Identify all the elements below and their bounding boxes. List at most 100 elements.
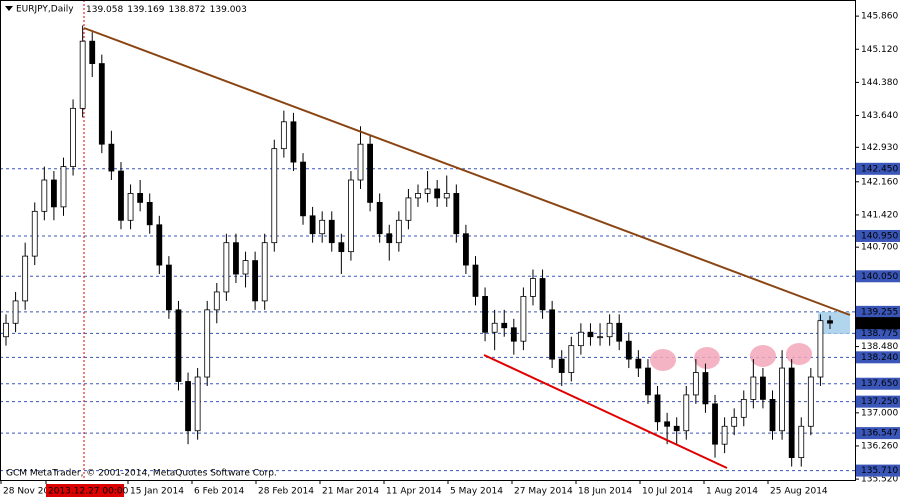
- y-tick-label: 140.700: [861, 243, 898, 253]
- y-tick-label: 145.860: [861, 12, 898, 22]
- candle-body: [769, 399, 776, 432]
- level-label-box: [856, 305, 900, 318]
- candle-body: [434, 188, 441, 199]
- x-tick-label: 28 Nov 20: [3, 487, 49, 497]
- candle-body: [625, 340, 632, 360]
- candle-body: [405, 197, 412, 221]
- candle-body: [204, 309, 211, 378]
- ellipse: [786, 343, 812, 365]
- x-tick-label: 21 Mar 2014: [322, 487, 379, 497]
- candle-body: [165, 264, 172, 311]
- candle-body: [395, 219, 402, 244]
- candle-body: [510, 327, 517, 342]
- copyright: GCM MetaTrader, © 2001-2014, MetaQuotes …: [6, 469, 277, 479]
- candle-body: [692, 372, 699, 396]
- candle-body: [558, 358, 565, 373]
- candle-body: [386, 233, 393, 244]
- candle-body: [242, 260, 249, 275]
- candle-body: [702, 372, 709, 405]
- candle-body: [482, 296, 488, 333]
- candle-body: [309, 215, 316, 235]
- level-label-box: [856, 351, 900, 364]
- highlight-ellipses: [650, 343, 812, 371]
- candle-body: [146, 201, 153, 226]
- ellipse: [650, 349, 676, 371]
- candle-body: [539, 278, 546, 311]
- y-tick-label: 145.120: [861, 45, 898, 55]
- candle-body: [616, 322, 623, 342]
- level-label-box: [856, 270, 900, 283]
- candle-body: [779, 367, 785, 432]
- candle-body: [137, 193, 144, 203]
- candle-body: [70, 107, 76, 167]
- candle-body: [175, 309, 182, 382]
- y-tick-label: 138.480: [861, 342, 898, 352]
- candle-body: [549, 309, 556, 360]
- x-tick-label: 1 Aug 2014: [706, 487, 758, 497]
- x-tick-label: 10 Jul 2014: [642, 487, 693, 497]
- candle-body: [194, 376, 201, 432]
- candle-body: [798, 425, 805, 459]
- level-label-box: [856, 327, 900, 340]
- candle-body: [3, 322, 9, 338]
- candle-body: [788, 367, 795, 459]
- levels: [0, 168, 855, 472]
- level-label: 137.250: [861, 397, 898, 407]
- level-label-box: [856, 229, 900, 242]
- x-tick-label: 5 May 2014: [450, 487, 503, 497]
- candles: [3, 25, 833, 467]
- candle-body: [300, 161, 306, 217]
- candle-body: [89, 40, 96, 64]
- candle-body: [453, 193, 460, 235]
- candle-body: [712, 403, 718, 445]
- candle-body: [597, 336, 603, 339]
- candle-body: [338, 242, 345, 253]
- x-tick-label: 25 Aug 2014: [770, 487, 828, 497]
- y-tick-label: 136.260: [861, 441, 898, 451]
- candle-body: [98, 63, 105, 145]
- candle-body: [31, 210, 38, 257]
- x-tick-label: 18 Jun 2014: [578, 487, 632, 497]
- low: 138.872: [168, 5, 205, 15]
- high: 139.169: [127, 5, 164, 15]
- y-tick-label: 141.420: [861, 210, 898, 220]
- candle-body: [271, 148, 278, 244]
- x-tick-label: 2013.12.27 00:00: [48, 487, 129, 497]
- candle-body: [520, 296, 527, 342]
- x-tick-label: 28 Feb 2014: [258, 487, 314, 497]
- price-box: [856, 317, 900, 330]
- level-label-box: [856, 377, 900, 390]
- candle-body: [635, 358, 642, 369]
- candle-body: [664, 421, 671, 427]
- level-label: 137.650: [861, 379, 898, 389]
- level-label-box: [856, 162, 900, 175]
- level-label-box: [856, 395, 900, 408]
- candle-body: [357, 143, 364, 181]
- candle-body: [348, 179, 354, 253]
- x-tick-label: 6 Feb 2014: [194, 487, 245, 497]
- candle-body: [587, 331, 594, 338]
- level-label: 142.450: [861, 164, 898, 174]
- level-label: 136.547: [861, 429, 898, 439]
- level-label: 139.255: [861, 307, 898, 317]
- ellipse: [750, 345, 776, 367]
- support-trendline: [483, 354, 728, 469]
- candle-body: [127, 193, 134, 221]
- level-label: 140.050: [861, 272, 898, 282]
- candle-body: [12, 300, 19, 324]
- y-tick-label: 143.640: [861, 111, 898, 121]
- candle-body: [491, 322, 498, 333]
- x-tick-label: 11 Apr 2014: [386, 487, 442, 497]
- candle-body: [51, 179, 57, 208]
- level-label: 140.950: [861, 231, 898, 241]
- candle-body: [185, 381, 191, 432]
- y-tick-label: 135.520: [861, 475, 898, 485]
- plot-border: [0, 0, 856, 481]
- candle-body: [807, 376, 814, 427]
- crosshair-date-box: [46, 484, 124, 497]
- candle-body: [415, 193, 421, 199]
- open: 139.058: [86, 5, 123, 15]
- candle-body: [817, 320, 824, 378]
